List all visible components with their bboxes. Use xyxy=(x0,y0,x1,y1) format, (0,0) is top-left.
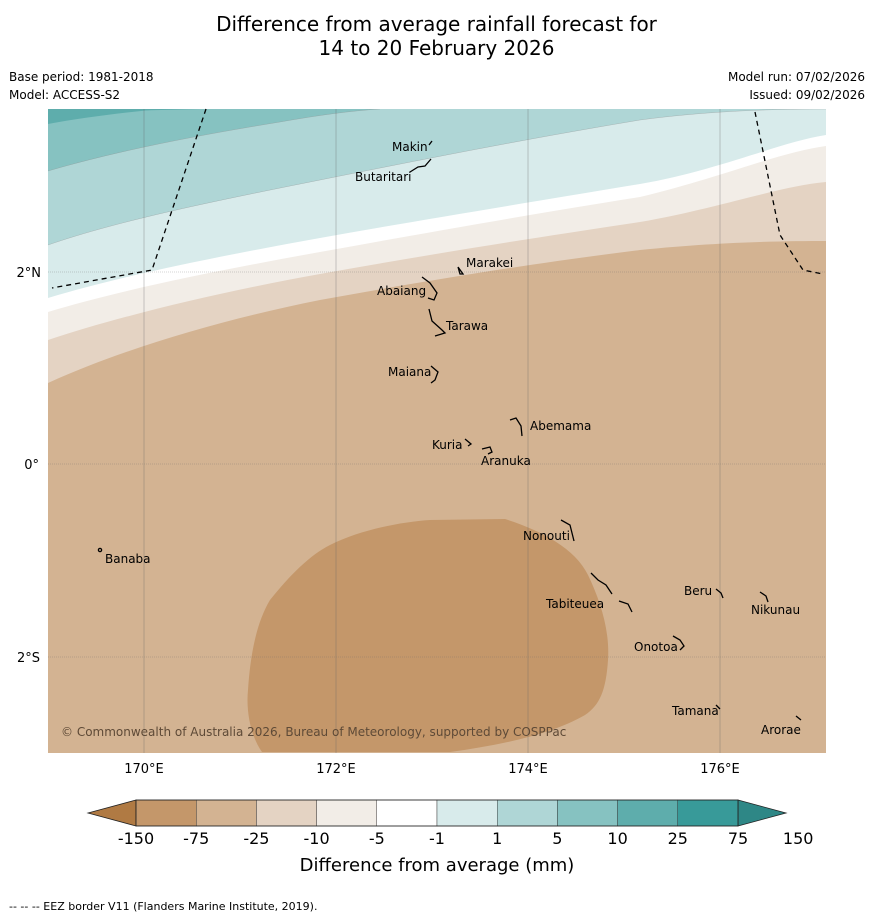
label-onotoa: Onotoa xyxy=(634,640,678,654)
colorbar-extend-low xyxy=(86,799,137,827)
island-abemama xyxy=(509,417,523,437)
island-kuria xyxy=(464,438,473,447)
base-period: Base period: 1981-2018 xyxy=(9,70,154,84)
colorbar-cell xyxy=(497,799,558,827)
model-name: Model: ACCESS-S2 xyxy=(9,88,121,102)
island-abaiang xyxy=(421,276,438,301)
lon-label-170: 170°E xyxy=(124,762,164,777)
lon-label-174: 174°E xyxy=(508,762,548,777)
colorbar: -150 -75 -25 -10 -5 -1 1 5 10 25 75 150 Difference … xyxy=(86,799,814,876)
band-plus-10 xyxy=(48,109,380,171)
island-marakei xyxy=(457,266,465,275)
colorbar-tick: 1 xyxy=(492,829,502,848)
label-marakei: Marakei xyxy=(466,256,513,270)
lon-label-172: 172°E xyxy=(316,762,356,777)
lon-label-176: 176°E xyxy=(700,762,740,777)
colorbar-cell xyxy=(557,799,618,827)
island-tamana xyxy=(715,704,721,710)
title-line-1: Difference from average rainfall forecas… xyxy=(216,12,657,36)
label-nikunau: Nikunau xyxy=(751,603,800,617)
colorbar-cell xyxy=(256,799,317,827)
island-onotoa xyxy=(672,635,685,651)
colorbar-tick: -25 xyxy=(243,829,269,848)
label-banaba: Banaba xyxy=(105,552,151,566)
island-tabiteuea-north xyxy=(590,572,613,595)
island-maiana xyxy=(430,365,439,384)
colorbar-cell xyxy=(677,799,739,827)
label-butaritari: Butaritari xyxy=(355,170,412,184)
island-beru xyxy=(715,588,724,599)
label-kuria: Kuria xyxy=(432,438,463,452)
colorbar-tick: 5 xyxy=(552,829,562,848)
colorbar-tick: -75 xyxy=(183,829,209,848)
island-makin xyxy=(428,140,433,146)
rainfall-bands xyxy=(48,109,826,753)
label-tamana: Tamana xyxy=(671,704,719,718)
colorbar-tick: -5 xyxy=(369,829,385,848)
label-beru: Beru xyxy=(684,584,712,598)
colorbar-cell xyxy=(376,799,438,827)
colorbar-cell xyxy=(135,799,197,827)
colorbar-tick: 10 xyxy=(607,829,627,848)
eez-footnote: -- -- -- EEZ border V11 (Flanders Marine… xyxy=(9,900,318,913)
colorbar-extend-high xyxy=(737,799,788,827)
colorbar-tick: 75 xyxy=(728,829,748,848)
meta-left: Base period: 1981-2018 Model: ACCESS-S2 xyxy=(9,68,154,104)
colorbar-cell xyxy=(617,799,678,827)
label-abemama: Abemama xyxy=(530,419,591,433)
island-tarawa xyxy=(428,308,447,337)
colorbar-cell xyxy=(316,799,378,827)
label-aranuka: Aranuka xyxy=(481,454,531,468)
label-tabiteuea: Tabiteuea xyxy=(545,597,604,611)
label-makin: Makin xyxy=(392,140,428,154)
graticule xyxy=(48,109,826,753)
colorbar-label: Difference from average (mm) xyxy=(300,855,575,876)
island-aranuka xyxy=(481,446,493,455)
label-arorae: Arorae xyxy=(761,723,801,737)
colorbar-cells xyxy=(135,799,739,827)
copyright-notice: © Commonwealth of Australia 2026, Bureau… xyxy=(61,725,566,739)
band-minus-75 xyxy=(247,519,609,752)
issued-date: Issued: 09/02/2026 xyxy=(749,88,865,102)
label-maiana: Maiana xyxy=(388,365,431,379)
model-run: Model run: 07/02/2026 xyxy=(727,70,865,84)
colorbar-tick: 25 xyxy=(668,829,688,848)
place-labels: Makin Butaritari Marakei Abaiang Tarawa … xyxy=(105,140,801,737)
colorbar-tick: -1 xyxy=(429,829,445,848)
colorbar-tick: -10 xyxy=(304,829,330,848)
eez-border xyxy=(51,108,824,289)
label-tarawa: Tarawa xyxy=(445,319,488,333)
axis-labels: 170°E 172°E 174°E 176°E 2°N 0° 2°S xyxy=(17,266,740,777)
colorbar-tick: 150 xyxy=(783,829,814,848)
island-nonouti xyxy=(560,519,575,542)
colorbar-tick-labels: -150 -75 -25 -10 -5 -1 1 5 10 25 75 150 xyxy=(118,829,814,848)
label-abaiang: Abaiang xyxy=(377,284,426,298)
label-nonouti: Nonouti xyxy=(523,529,570,543)
island-tabiteuea-south xyxy=(618,600,633,613)
island-nikunau xyxy=(759,591,769,603)
title-line-2: 14 to 20 February 2026 xyxy=(318,36,555,60)
island-arorae xyxy=(795,715,802,721)
islands xyxy=(97,140,802,721)
island-butaritari xyxy=(409,158,432,173)
lat-label-2s: 2°S xyxy=(17,651,40,666)
meta-right: Model run: 07/02/2026 Issued: 09/02/2026 xyxy=(728,68,865,104)
colorbar-tick: -150 xyxy=(118,829,154,848)
map-title: Difference from average rainfall forecas… xyxy=(0,12,873,60)
lat-label-2n: 2°N xyxy=(17,266,42,281)
lat-label-0: 0° xyxy=(24,458,39,473)
colorbar-cell xyxy=(436,799,498,827)
colorbar-cell xyxy=(195,799,257,827)
island-banaba xyxy=(97,547,103,553)
band-plus-5 xyxy=(48,109,826,245)
